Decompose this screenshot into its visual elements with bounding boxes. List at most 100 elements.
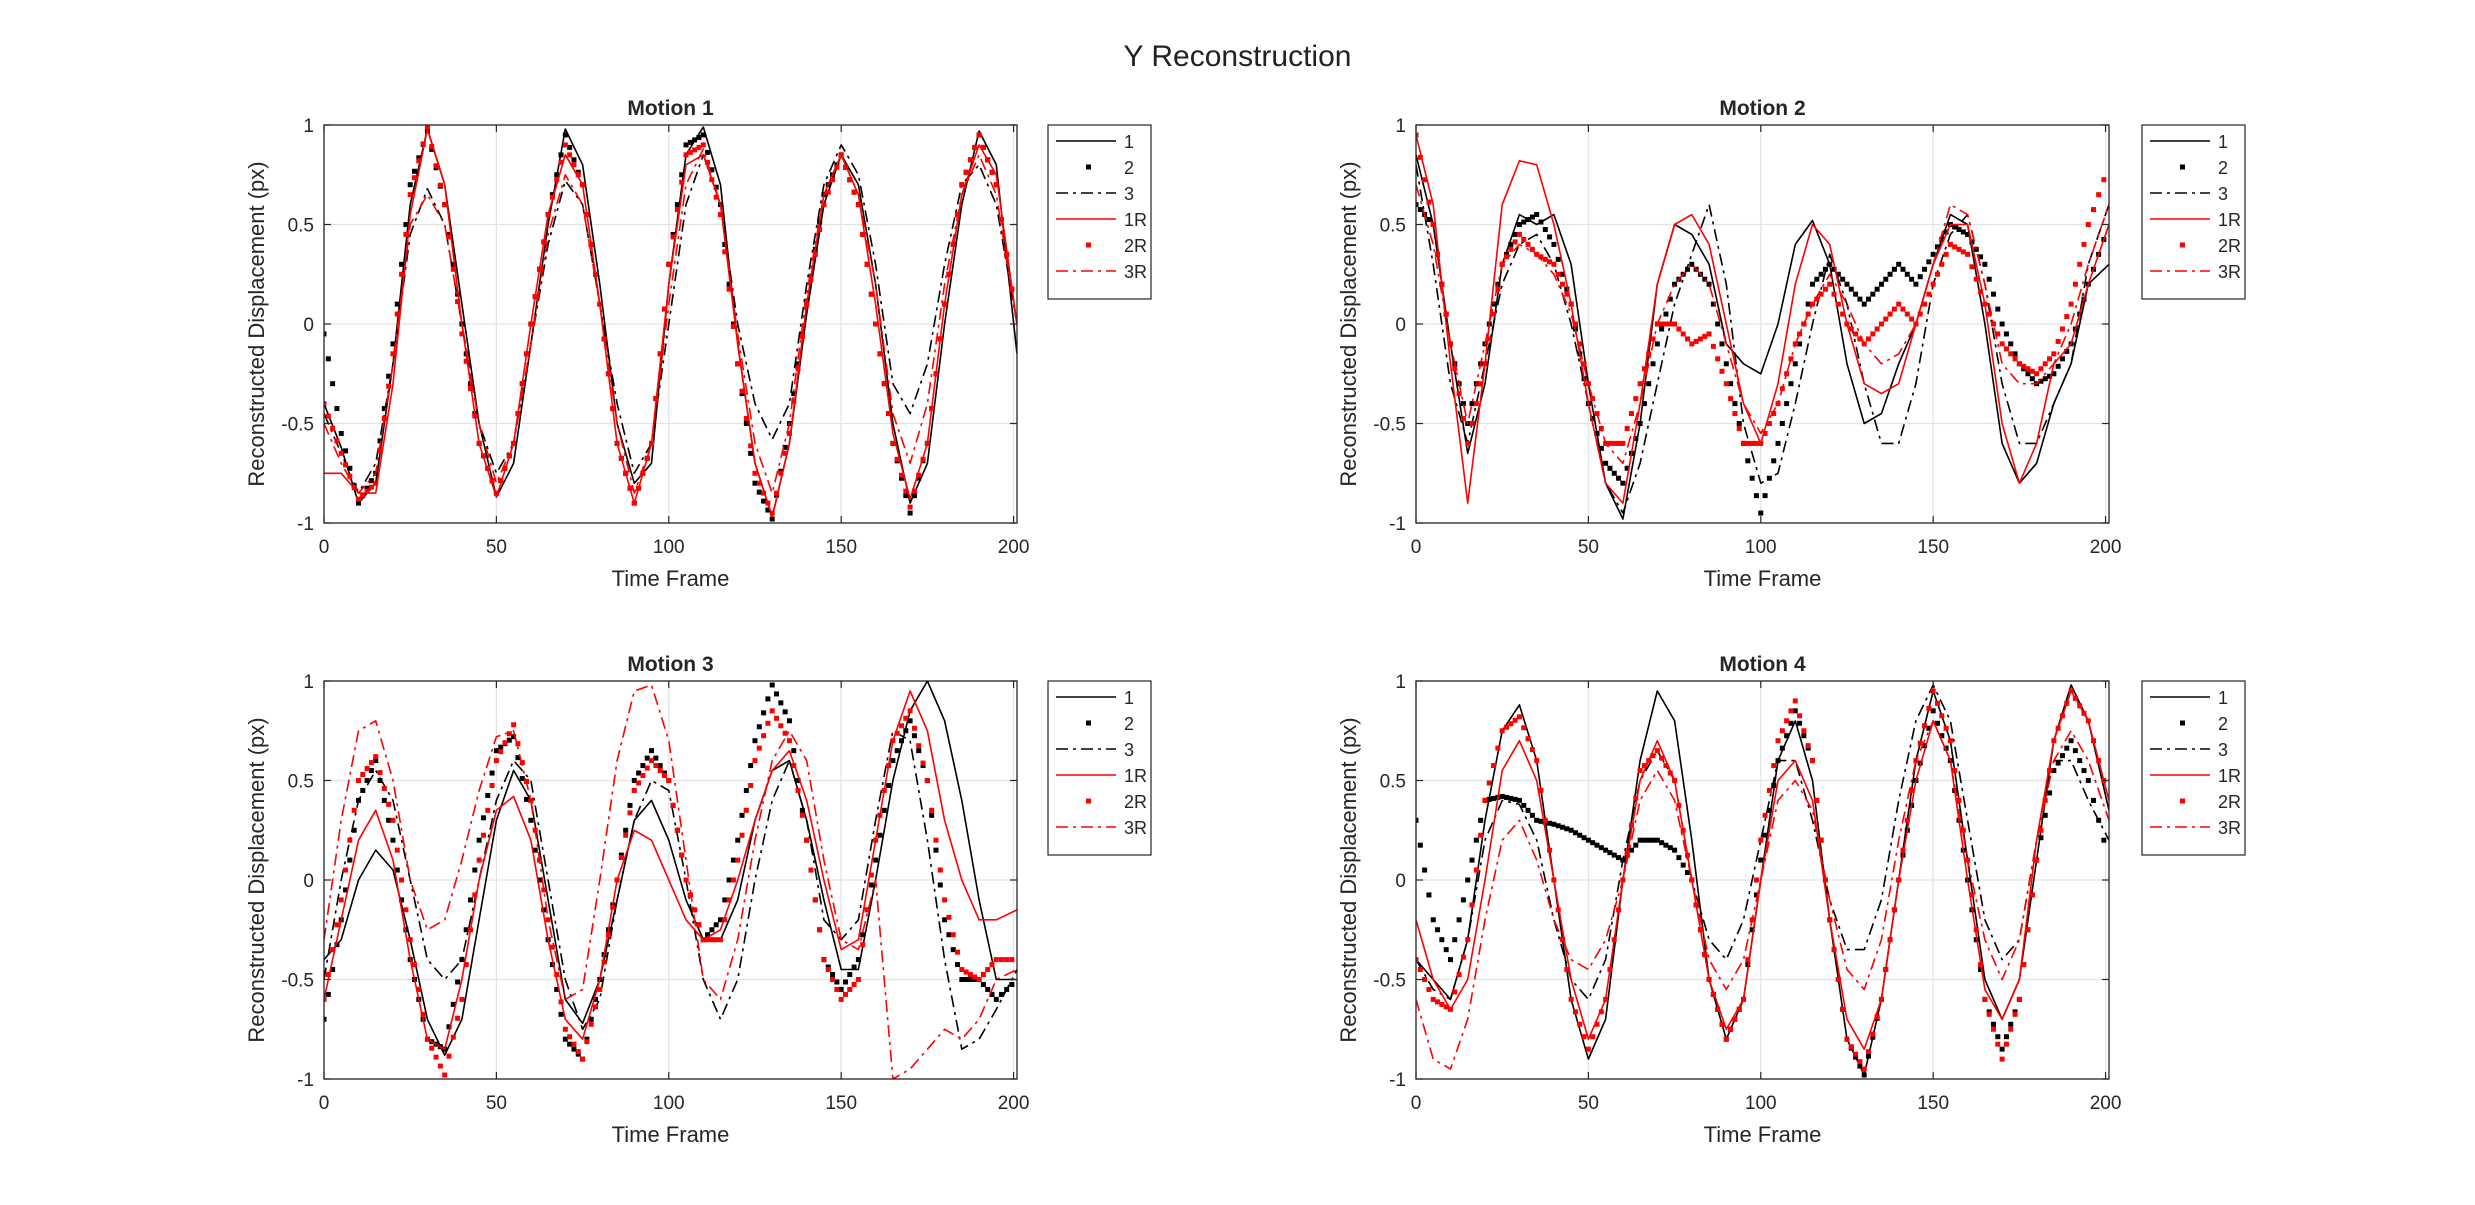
data-point <box>717 212 723 218</box>
x-tick-label: 150 <box>825 537 857 558</box>
data-point <box>1715 321 1721 327</box>
data-point <box>847 972 853 978</box>
data-point <box>1758 510 1764 516</box>
data-point <box>1547 847 1553 853</box>
data-point <box>623 832 629 838</box>
data-point <box>1667 770 1673 776</box>
data-point <box>1465 440 1471 446</box>
data-point <box>2042 376 2048 382</box>
y-axis-label: Reconstructed Displacement (px) <box>244 161 269 486</box>
data-point <box>644 455 650 461</box>
series-1R <box>1416 134 2109 504</box>
data-point <box>1486 336 1492 342</box>
data-point <box>696 134 702 140</box>
data-point <box>2055 760 2061 766</box>
data-point <box>1473 867 1479 873</box>
data-point <box>627 810 633 816</box>
data-point <box>2047 373 2053 379</box>
data-point <box>907 504 913 510</box>
data-point <box>1676 802 1682 808</box>
data-point <box>1598 845 1604 851</box>
data-point <box>748 450 754 456</box>
data-point <box>1581 1034 1587 1040</box>
data-point <box>623 827 629 833</box>
data-point <box>476 440 482 446</box>
data-point <box>1982 996 1988 1002</box>
data-point <box>1685 870 1691 876</box>
data-point <box>791 391 797 397</box>
data-point <box>1491 301 1497 307</box>
data-point <box>743 787 749 793</box>
data-point <box>1715 1006 1721 1012</box>
data-point <box>472 413 478 419</box>
data-point <box>597 986 603 992</box>
data-point <box>791 763 797 769</box>
y-tick-label: 0 <box>1395 315 1406 336</box>
data-point <box>942 917 948 923</box>
data-point <box>2038 378 2044 384</box>
data-point <box>2029 376 2035 382</box>
data-point <box>1590 1034 1596 1040</box>
data-point <box>1564 286 1570 292</box>
data-point <box>1525 241 1531 247</box>
data-point <box>1495 286 1501 292</box>
data-point <box>692 147 698 153</box>
y-tick-label: 0 <box>303 315 314 336</box>
data-point <box>567 144 573 150</box>
data-point <box>2038 827 2044 833</box>
data-point <box>2085 718 2091 724</box>
y-tick-label: 1 <box>1395 116 1406 137</box>
data-point <box>1663 311 1669 317</box>
data-point <box>1672 778 1678 783</box>
data-point <box>1680 331 1686 337</box>
legend-entry: 1R <box>1056 766 1147 786</box>
data-point <box>1805 301 1811 307</box>
data-point <box>1784 733 1790 739</box>
data-point <box>1512 717 1518 723</box>
data-point <box>834 986 840 992</box>
data-point <box>640 773 646 779</box>
data-point <box>330 381 336 387</box>
data-point <box>330 967 336 973</box>
data-point <box>946 932 952 938</box>
data-point <box>1667 845 1673 851</box>
data-point <box>324 996 327 1002</box>
data-point <box>976 132 982 138</box>
data-point <box>752 470 758 476</box>
data-point <box>1797 331 1803 337</box>
data-point <box>959 967 965 973</box>
data-point <box>1943 229 1949 235</box>
data-point <box>963 969 969 975</box>
data-point <box>1590 416 1596 422</box>
legend-label: 1R <box>2218 210 2241 230</box>
data-point <box>1416 202 1419 208</box>
data-point <box>993 957 999 963</box>
data-point <box>726 286 732 292</box>
legend-label: 2 <box>2218 158 2228 178</box>
data-point <box>1495 281 1501 287</box>
data-point <box>1452 989 1458 995</box>
series-line <box>1416 164 2109 514</box>
data-point <box>722 917 728 923</box>
x-tick-label: 200 <box>2090 537 2122 558</box>
data-point <box>1680 827 1686 833</box>
data-point <box>1736 425 1742 431</box>
data-point <box>1624 850 1630 856</box>
data-point <box>735 361 741 367</box>
data-point <box>873 321 879 327</box>
legend-box <box>1047 124 1152 300</box>
data-point <box>985 967 991 973</box>
data-point <box>1870 1031 1876 1037</box>
data-point <box>1585 837 1591 843</box>
data-point <box>860 932 866 938</box>
data-point <box>1529 214 1535 220</box>
data-point <box>765 507 771 513</box>
data-point <box>347 465 353 471</box>
data-point <box>1508 241 1514 247</box>
data-point <box>549 194 555 200</box>
data-point <box>980 972 986 978</box>
data-point <box>937 336 943 342</box>
series-1R <box>324 128 1017 518</box>
data-point <box>808 276 814 282</box>
data-point <box>722 249 728 255</box>
